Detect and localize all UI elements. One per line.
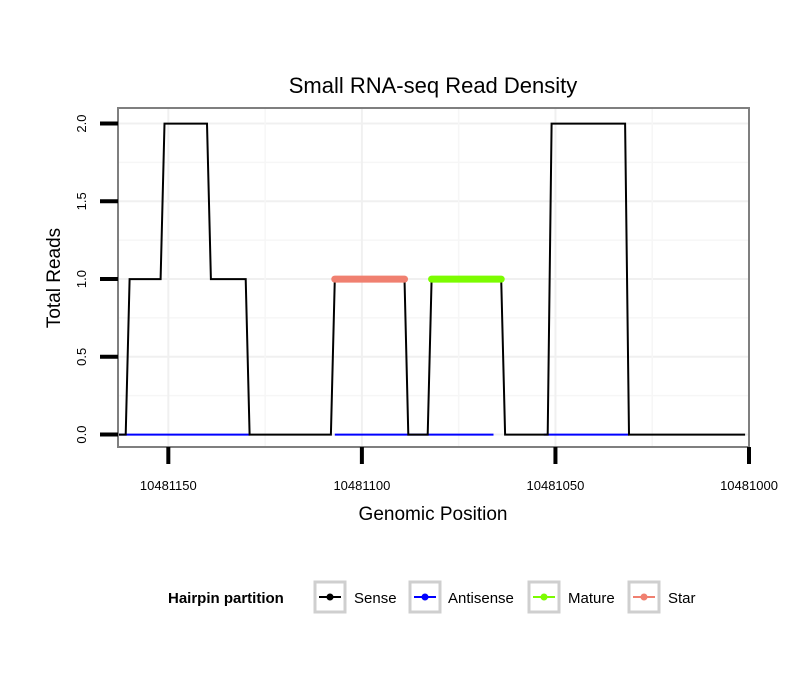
y-tick-label: 1.5	[74, 192, 89, 210]
legend-dot-antisense	[421, 593, 429, 601]
grid	[118, 108, 750, 447]
x-axis-title: Genomic Position	[359, 504, 508, 525]
y-tick-label: 1.0	[74, 270, 89, 288]
x-tick-label: 10481000	[720, 478, 778, 493]
y-axis: 0.0 0.5 1.0 1.5 2.0	[74, 115, 118, 444]
legend-item-sense: Sense	[313, 580, 397, 614]
legend-label-star: Star	[668, 590, 696, 607]
legend-item-mature: Mature	[527, 580, 615, 614]
legend-item-star: Star	[627, 580, 696, 614]
chart-title: Small RNA-seq Read Density	[289, 73, 578, 98]
legend-item-antisense: Antisense	[408, 580, 514, 614]
y-tick-label: 2.0	[74, 115, 89, 133]
legend-dot-star	[640, 593, 648, 601]
legend: Hairpin partition Sense Antisense Mature…	[168, 580, 696, 614]
x-tick-label: 10481150	[140, 478, 197, 493]
plot-area	[117, 107, 750, 448]
legend-dot-mature	[540, 593, 548, 601]
series-layer	[118, 122, 746, 436]
x-tick-label: 10481050	[527, 478, 585, 493]
legend-dot-sense	[326, 593, 334, 601]
legend-label-mature: Mature	[568, 590, 615, 607]
legend-label-sense: Sense	[354, 590, 397, 607]
x-tick-label: 10481100	[333, 478, 390, 493]
y-tick-label: 0.0	[74, 426, 89, 444]
y-axis-title: Total Reads	[44, 228, 65, 328]
y-tick-label: 0.5	[74, 348, 89, 366]
x-axis: 10481150 10481100 10481050 10481000	[140, 447, 778, 493]
legend-title: Hairpin partition	[168, 590, 284, 607]
legend-label-antisense: Antisense	[448, 590, 514, 607]
